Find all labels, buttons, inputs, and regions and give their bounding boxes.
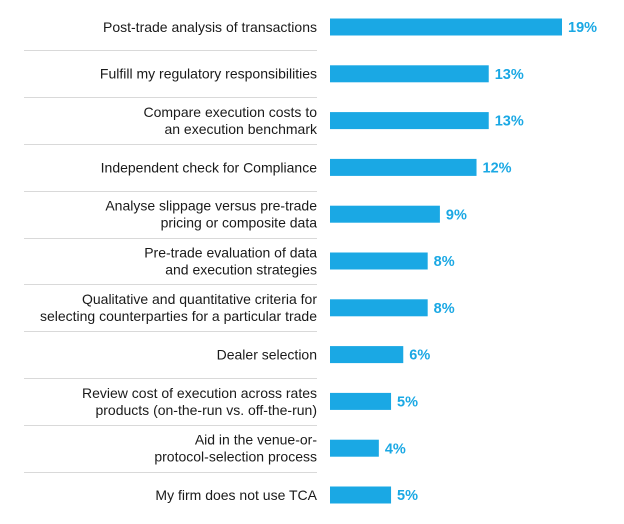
value-label: 8% bbox=[434, 301, 455, 317]
bar bbox=[330, 205, 440, 223]
bar bbox=[330, 65, 489, 83]
value-label: 6% bbox=[409, 348, 430, 364]
category-label: Pre-trade evaluation of data and executio… bbox=[144, 244, 317, 277]
category-label: Qualitative and quantitative criteria fo… bbox=[40, 291, 317, 324]
value-label: 4% bbox=[385, 441, 406, 457]
value-label: 19% bbox=[568, 20, 597, 36]
category-label: My firm does not use TCA bbox=[155, 487, 317, 503]
bar bbox=[330, 158, 477, 176]
bar bbox=[330, 299, 428, 317]
value-label: 5% bbox=[397, 394, 418, 410]
category-label: Dealer selection bbox=[217, 347, 317, 363]
category-label: Analyse slippage versus pre-trade pricing… bbox=[105, 198, 317, 231]
value-label: 5% bbox=[397, 488, 418, 504]
bar bbox=[330, 392, 392, 410]
value-label: 9% bbox=[446, 207, 467, 223]
value-label: 13% bbox=[495, 67, 524, 83]
category-label: Compare execution costs to an execution b… bbox=[143, 104, 318, 137]
bar bbox=[330, 18, 562, 36]
category-label: Review cost of execution across rates pro… bbox=[82, 385, 317, 418]
bar bbox=[330, 486, 392, 504]
bar bbox=[330, 252, 428, 270]
value-label: 8% bbox=[434, 254, 455, 270]
category-label: Aid in the venue-or-protocol-selection p… bbox=[154, 432, 317, 465]
value-label: 13% bbox=[495, 114, 524, 130]
category-label: Independent check for Compliance bbox=[101, 159, 318, 175]
bar bbox=[330, 346, 404, 364]
category-label: Fulfill my regulatory responsibilities bbox=[100, 66, 317, 82]
bar bbox=[330, 112, 489, 130]
category-label: Post-trade analysis of transactions bbox=[103, 19, 317, 35]
bar bbox=[330, 439, 379, 457]
value-label: 12% bbox=[483, 160, 512, 176]
